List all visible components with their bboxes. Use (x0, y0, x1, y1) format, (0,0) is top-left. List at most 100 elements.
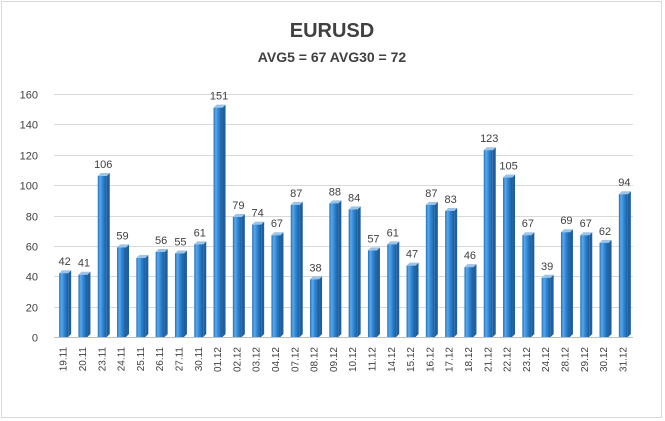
bar-side (569, 229, 573, 337)
bar-top (174, 250, 187, 254)
bar-side (512, 174, 516, 337)
bar-top (329, 200, 342, 204)
bar-side (434, 201, 438, 337)
y-tick-label: 120 (20, 151, 38, 163)
x-tick-label: 24.11 (117, 347, 128, 372)
bar-side (87, 271, 91, 337)
bar-top (560, 229, 573, 233)
bar-top (503, 174, 516, 178)
bar-top (406, 262, 419, 266)
bar-top (310, 276, 323, 280)
bar-side (241, 214, 245, 337)
x-tick-label: 24.12 (541, 347, 552, 372)
bar (97, 176, 107, 337)
x-tick-label: 19.11 (59, 347, 70, 372)
bar (348, 209, 358, 337)
chart-title: EURUSD (290, 20, 374, 42)
bar-side (261, 221, 265, 337)
bar (580, 235, 590, 337)
data-label: 106 (94, 159, 112, 171)
bar (406, 265, 416, 337)
x-tick-label: 16.12 (425, 347, 436, 372)
bar (445, 210, 455, 337)
bar-side (608, 239, 612, 337)
y-tick-label: 0 (32, 333, 38, 345)
bar (560, 232, 570, 337)
bar-top (599, 239, 612, 243)
y-tick-label: 60 (26, 242, 38, 254)
bar-top (252, 221, 265, 225)
bars (59, 104, 631, 337)
data-label: 46 (464, 250, 476, 262)
data-label: 56 (155, 235, 167, 247)
x-tick-label: 02.12 (232, 347, 243, 372)
bar (599, 242, 609, 337)
bar-side (396, 241, 400, 337)
bar-side (222, 104, 226, 337)
bar-top (348, 206, 361, 210)
data-label: 57 (367, 233, 379, 245)
x-tick-label: 26.11 (155, 347, 166, 372)
bar-side (126, 244, 130, 337)
data-labels: 42 41 106 59 56 55 61 151 79 74 67 87 38 88 84 57 61 47 87… (59, 91, 631, 275)
data-label: 67 (522, 218, 534, 230)
data-label: 62 (599, 226, 611, 238)
data-label: 87 (425, 188, 437, 200)
bar (541, 277, 551, 337)
y-tick-label: 20 (26, 303, 38, 315)
data-label: 151 (210, 91, 228, 103)
bar (78, 274, 88, 337)
y-tick-label: 160 (20, 90, 38, 102)
bar (618, 194, 628, 337)
data-label: 55 (174, 236, 186, 248)
bar (522, 235, 532, 337)
chart-subtitle: AVG5 = 67 AVG30 = 72 (258, 49, 407, 65)
data-label: 83 (445, 194, 457, 206)
bar (503, 177, 513, 337)
bar-side (299, 201, 303, 337)
bar (310, 279, 320, 337)
bar-side (145, 255, 149, 337)
bar (59, 273, 69, 337)
bar (425, 204, 435, 337)
bar-top (387, 241, 400, 245)
data-label: 67 (271, 218, 283, 230)
data-label: 59 (116, 230, 128, 242)
x-tick-label: 17.12 (445, 347, 456, 372)
bar-side (454, 207, 458, 337)
y-tick-label: 100 (20, 181, 38, 193)
bar-side (550, 274, 554, 337)
data-label: 74 (252, 208, 264, 220)
bar-side (338, 200, 342, 337)
gridlines (54, 94, 633, 338)
bar-top (483, 147, 496, 151)
x-tick-label: 30.12 (599, 347, 610, 372)
bar-top (618, 191, 631, 195)
bar-side (531, 232, 535, 337)
bar-side (376, 247, 380, 337)
bar (329, 203, 339, 337)
x-tick-label: 21.12 (483, 347, 494, 372)
data-label: 41 (78, 258, 90, 270)
bar-side (203, 241, 207, 337)
bar (136, 258, 146, 337)
x-tick-label: 28.12 (560, 347, 571, 372)
bar (117, 247, 127, 337)
x-tick-label: 18.12 (464, 347, 475, 372)
bar-top (117, 244, 130, 248)
bar-top (194, 241, 207, 245)
x-tick-label: 20.11 (78, 347, 89, 372)
bar-side (589, 232, 593, 337)
data-label: 42 (59, 256, 71, 268)
x-axis-ticks: 19.11 20.11 23.11 24.11 25.11 26.11 27.11 30.11… (59, 347, 630, 372)
bar-side (106, 173, 110, 337)
x-tick-label: 11.12 (367, 347, 378, 372)
bar-top (59, 270, 72, 274)
x-tick-label: 10.12 (348, 347, 359, 372)
x-tick-label: 29.12 (580, 347, 591, 372)
x-tick-label: 25.11 (136, 347, 147, 372)
y-tick-label: 80 (26, 212, 38, 224)
data-label: 105 (499, 161, 517, 173)
x-tick-label: 08.12 (310, 347, 321, 372)
